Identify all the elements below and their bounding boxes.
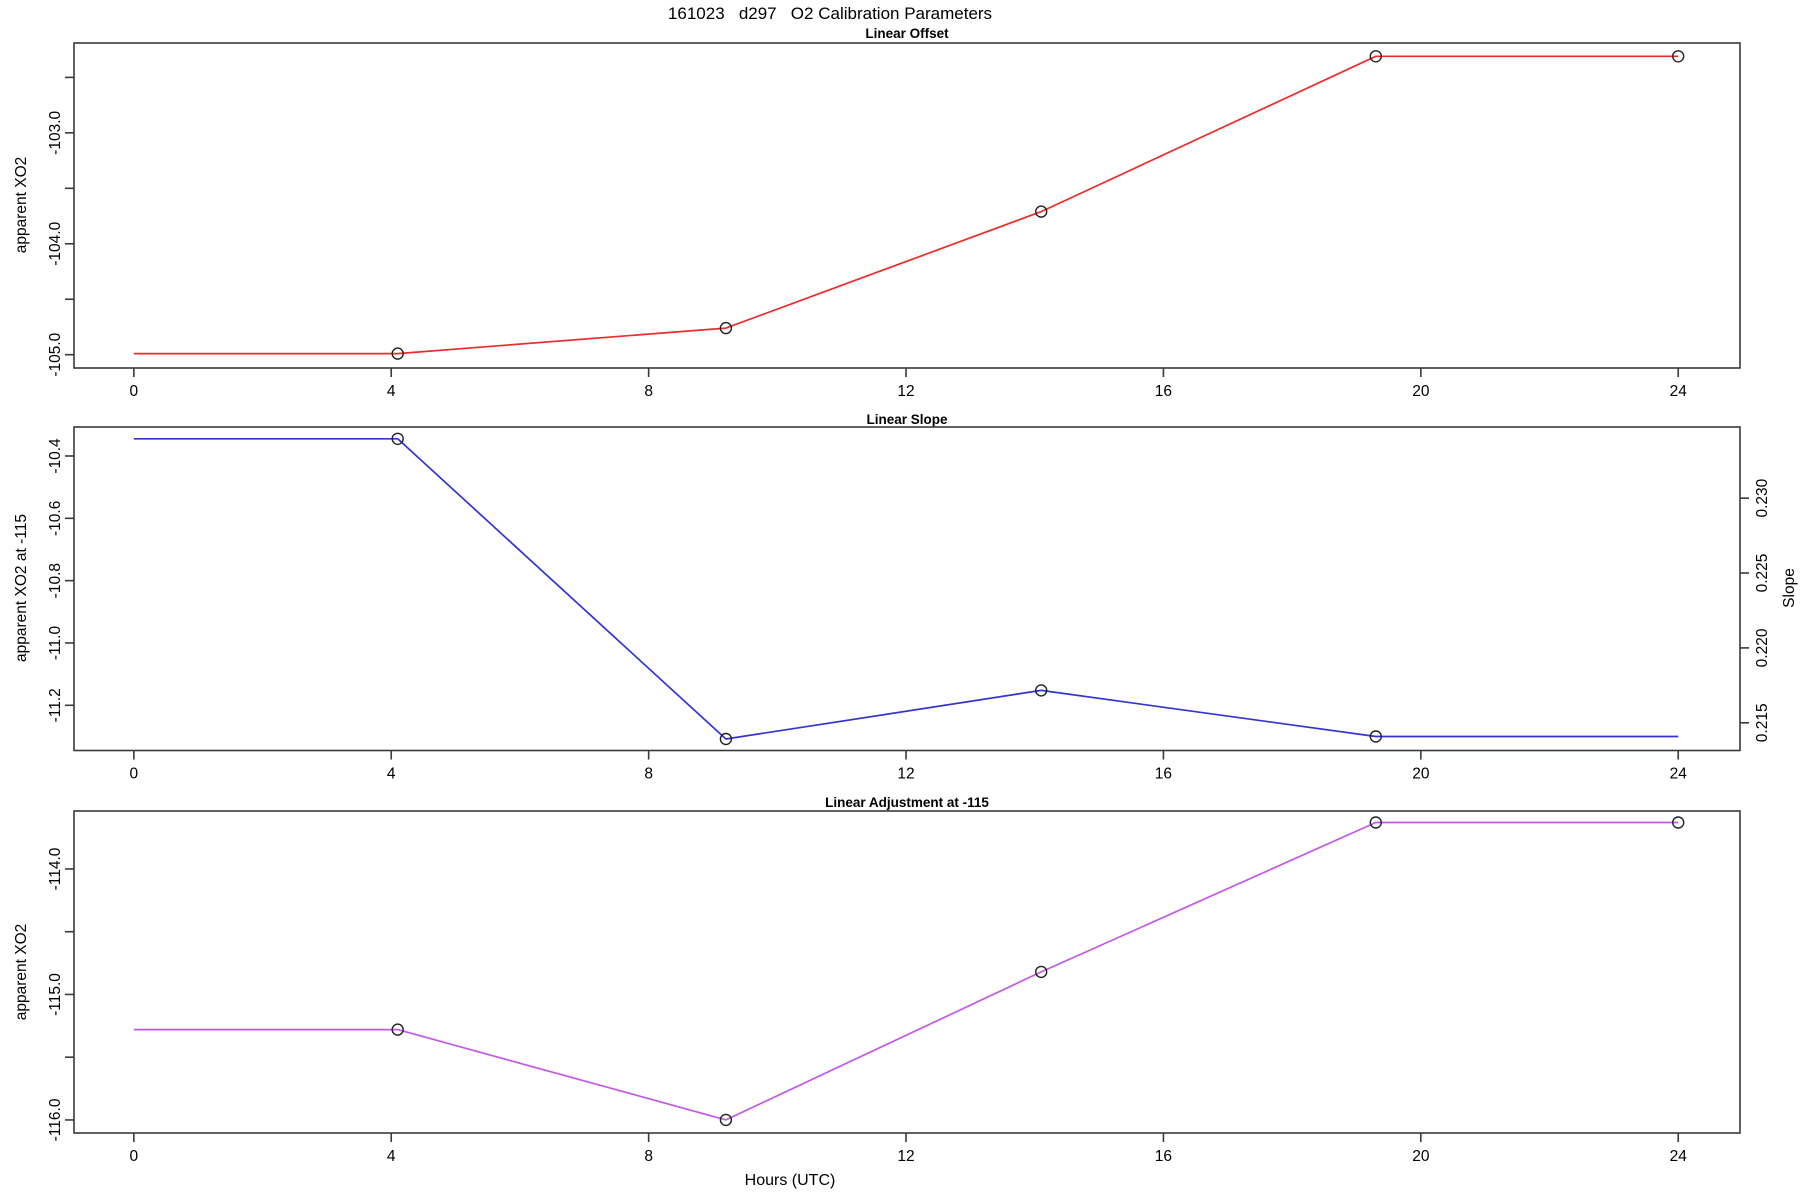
y-tick-label: -11.0 (47, 626, 64, 661)
panel1-title: Linear Offset (865, 26, 949, 41)
panel-3-data-point (1034, 965, 1048, 979)
panel-1-data-point (391, 347, 404, 360)
x-tick-label: 20 (1412, 1148, 1430, 1165)
x-tick-label: 4 (387, 766, 396, 783)
x-tick-label: 24 (1670, 383, 1688, 400)
panel-1-data-point (1369, 50, 1383, 63)
x-tick-label: 20 (1412, 383, 1430, 400)
y-tick-label: -116.0 (47, 1098, 64, 1141)
y-tick-label: -105.0 (47, 332, 64, 376)
panel-1: 0 4 8 12 16 20 24 -103.0 -104.0 -105.0 (47, 42, 1741, 400)
x-tick-label: 8 (644, 383, 653, 400)
x-tick-label: 0 (130, 766, 139, 783)
y-tick-label: -10.6 (47, 501, 64, 536)
panel-2-data-point (391, 432, 404, 445)
y-tick-label: -115.0 (47, 973, 64, 1016)
x-tick-label: 4 (387, 383, 396, 400)
panel-2-data-point (1369, 730, 1383, 743)
y-tick-label: -11.2 (47, 688, 64, 722)
y-tick-label: -104.0 (47, 221, 64, 265)
x-tick-label: 24 (1670, 766, 1688, 783)
x-tick-label: 12 (897, 1148, 914, 1165)
x-tick-label: 0 (130, 1148, 139, 1165)
x-tick-label: 0 (130, 383, 139, 400)
x-tick-label: 16 (1155, 766, 1172, 783)
x-tick-label: 16 (1155, 1148, 1172, 1165)
panel-2: 0 4 8 12 16 20 24 -10.4 -10.6 -10.8 -11.0 -11.2 0.21… (47, 426, 1771, 783)
panel3-title: Linear Adjustment at -115 (825, 795, 989, 810)
panel-1-data-point (1034, 205, 1048, 218)
right-y-tick-label: 0.225 (1754, 554, 1771, 593)
y-tick-label: -114.0 (47, 847, 64, 890)
page-title: 161023 d297 O2 Calibration Parameters (667, 4, 993, 23)
panel-1-border (73, 42, 1741, 369)
right-y-tick-label: 0.220 (1754, 628, 1771, 667)
x-tick-label: 16 (1155, 383, 1172, 400)
x-tick-label: 12 (897, 383, 914, 400)
panel-3-data-point (1671, 816, 1685, 829)
panel-2-data-point (1034, 684, 1048, 697)
x-tick-label: 8 (644, 766, 653, 783)
panel-2-data-line (133, 437, 1679, 740)
y-tick-label: -103.0 (47, 110, 64, 154)
x-tick-label: 12 (897, 766, 914, 783)
right-y-tick-label: 0.230 (1754, 478, 1771, 517)
right-y-tick-label: 0.215 (1754, 703, 1771, 742)
y-tick-label: -10.8 (47, 563, 64, 598)
panel-3-data-line (133, 821, 1679, 1121)
x-tick-label: 4 (387, 1148, 396, 1165)
panel-1-data-line (133, 55, 1679, 355)
panel-3-data-point (719, 1113, 733, 1127)
panel-1-data-point (719, 321, 733, 335)
y-tick-label: -10.4 (47, 438, 64, 474)
x-tick-label: 8 (644, 1148, 653, 1165)
panel-3-data-point (391, 1023, 404, 1036)
panel-3-data-point (1369, 816, 1383, 829)
panel2-title: Linear Slope (866, 412, 948, 427)
panel-2-border (73, 426, 1741, 752)
x-tick-label: 24 (1670, 1148, 1688, 1165)
panel-3: 0 4 8 12 16 20 24 -114.0 -115.0 -116.0 (47, 810, 1741, 1165)
panel-1-data-point (1671, 50, 1685, 63)
panel-3-border (73, 810, 1741, 1134)
panel-2-data-point (719, 732, 733, 746)
x-tick-label: 20 (1412, 766, 1430, 783)
x-axis-label: Hours (UTC) (744, 1172, 836, 1189)
